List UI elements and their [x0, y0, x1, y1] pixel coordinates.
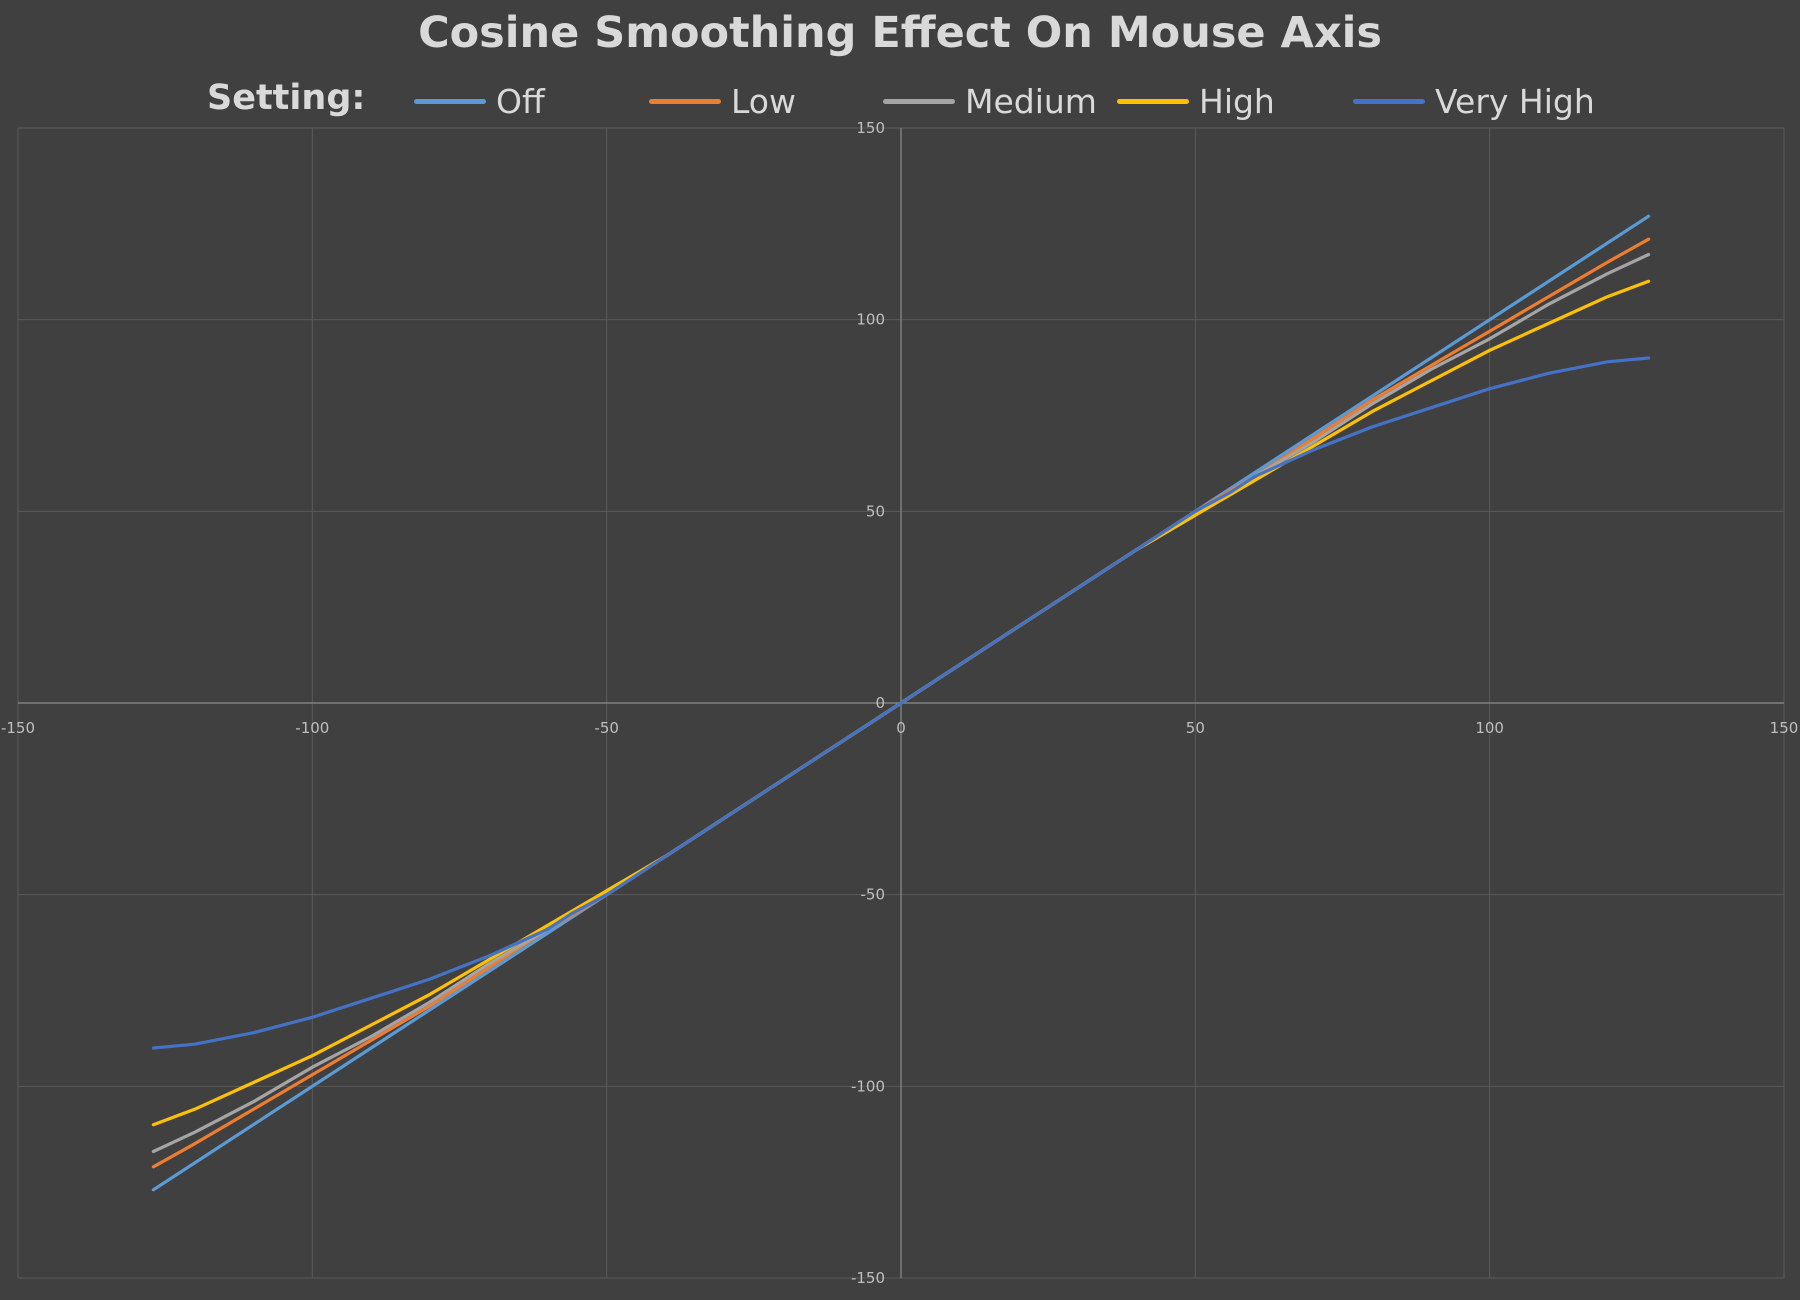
x-tick-label: -150: [1, 719, 35, 737]
legend-prefix: Setting:: [207, 78, 366, 118]
y-tick-label: -50: [861, 886, 886, 904]
legend-swatch-medium: [883, 98, 955, 104]
legend-label-medium: Medium: [965, 81, 1097, 121]
legend-label-high: High: [1199, 81, 1275, 121]
legend-label-low: Low: [731, 81, 796, 121]
legend: Setting: Off Low Medium High Very High: [0, 78, 1800, 124]
legend-swatch-off: [414, 98, 486, 104]
legend-item-off: Off: [414, 78, 545, 124]
legend-item-low: Low: [649, 78, 796, 124]
legend-item-very-high: Very High: [1353, 78, 1595, 124]
series-line-very-high: [151, 356, 1651, 1050]
x-tick-label: -100: [295, 719, 329, 737]
legend-swatch-high: [1117, 98, 1189, 104]
y-tick-label: -100: [851, 1077, 885, 1095]
x-tick-label: 50: [1186, 719, 1205, 737]
x-tick-label: 0: [896, 719, 906, 737]
x-tick-label: -50: [594, 719, 619, 737]
x-tick-label: 100: [1475, 719, 1504, 737]
legend-label-off: Off: [496, 81, 545, 121]
y-tick-label: 150: [856, 119, 885, 137]
legend-swatch-very-high: [1353, 98, 1425, 104]
chart-title: Cosine Smoothing Effect On Mouse Axis: [418, 8, 1382, 58]
tick-labels: -150 -100 -50 0 50 100 150 -150 -100 -50 0 50 100 150: [1, 119, 1798, 1287]
x-tick-label: 150: [1770, 719, 1799, 737]
y-tick-label: -150: [851, 1269, 885, 1287]
legend-item-high: High: [1117, 78, 1275, 124]
legend-label-very-high: Very High: [1435, 81, 1595, 121]
legend-swatch-low: [649, 98, 721, 104]
y-tick-label: 0: [875, 694, 885, 712]
y-tick-label: 50: [866, 502, 885, 520]
legend-item-medium: Medium: [883, 78, 1097, 124]
y-tick-label: 100: [856, 311, 885, 329]
series-layer: [151, 214, 1651, 1192]
